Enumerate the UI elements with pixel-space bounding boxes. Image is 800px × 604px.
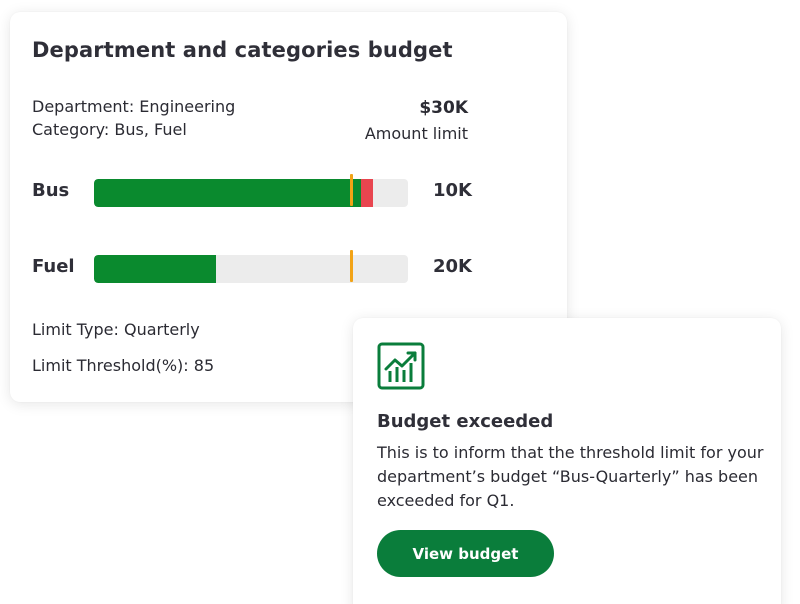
view-budget-button[interactable]: View budget [377, 530, 554, 577]
card-title: Department and categories budget [32, 38, 453, 62]
bar-label: Fuel [32, 256, 75, 277]
budget-meta: Department: Engineering Category: Bus, F… [32, 95, 235, 141]
amount-limit: $30K Amount limit [365, 95, 468, 147]
chart-growth-icon [377, 342, 425, 390]
bar-fill [94, 179, 361, 207]
department-text: Department: Engineering [32, 97, 236, 116]
bar-value: 10K [433, 180, 472, 201]
limit-threshold-text: Limit Threshold(%): 85 [32, 356, 215, 375]
category-text: Category: Bus, Fuel [32, 120, 187, 139]
notification-title: Budget exceeded [377, 411, 554, 432]
amount-caption: Amount limit [364, 124, 468, 143]
amount-value: $30K [419, 98, 468, 118]
budget-bar-bus: Bus 10K [32, 174, 472, 210]
bar-value: 20K [433, 256, 472, 277]
budget-exceeded-card: Budget exceeded This is to inform that t… [353, 318, 781, 604]
bar-track [94, 255, 408, 283]
bar-track [94, 179, 408, 207]
limit-type-text: Limit Type: Quarterly [32, 320, 200, 339]
threshold-marker [350, 250, 354, 282]
notification-body: This is to inform that the threshold lim… [377, 443, 764, 510]
budget-bar-fuel: Fuel 20K [32, 250, 472, 286]
threshold-marker [350, 174, 354, 206]
bar-over-limit [360, 179, 374, 207]
bar-fill [94, 255, 217, 283]
budget-card: Department and categories budget Departm… [10, 12, 567, 402]
bar-label: Bus [32, 180, 70, 201]
